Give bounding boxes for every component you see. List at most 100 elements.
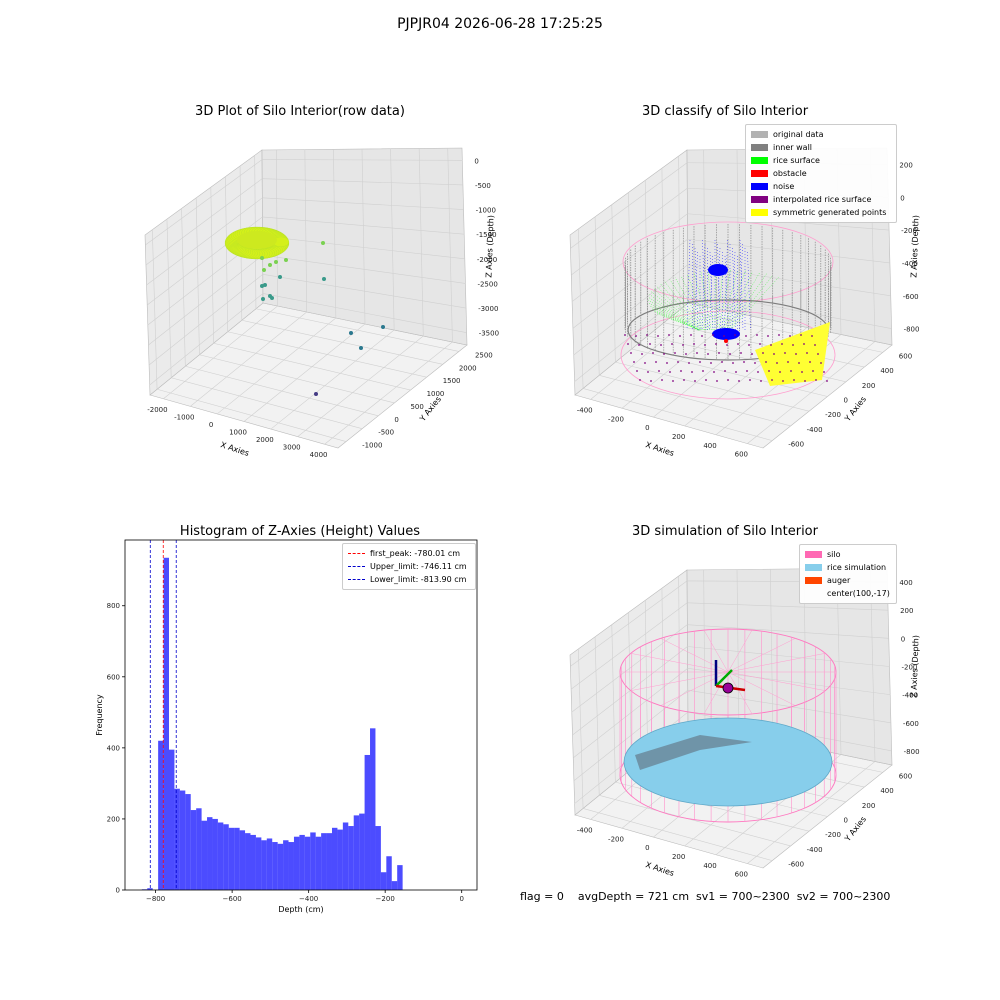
sim-z-grid-left (570, 580, 688, 667)
cls-rice-surface (725, 272, 760, 331)
histogram-y-label: Frequency (95, 694, 104, 736)
legend-swatch (751, 209, 768, 216)
histogram-bar (353, 815, 360, 890)
cls-rice-surface (723, 271, 753, 331)
cls-interpolated-point (801, 371, 803, 373)
histogram-y-tick: 600 (107, 673, 120, 681)
cls-rice-surface (653, 288, 700, 331)
legend-label: obstacle (773, 169, 807, 178)
histogram-legend: first_peak: -780.01 cm Upper_limit: -746.… (342, 543, 476, 590)
cls-y-tick: -400 (807, 426, 823, 434)
cls-noise-line (731, 251, 736, 331)
raw-y-grid (241, 319, 443, 365)
cls-interpolated-point (784, 352, 786, 354)
cls-z-grid-left (571, 213, 688, 302)
sim-z-grid (687, 624, 889, 639)
cls-interpolated-point (666, 362, 668, 364)
raw-z-grid-left (148, 254, 263, 346)
cls-interpolated-point (661, 379, 663, 381)
legend-swatch (751, 131, 768, 138)
cls-interpolated-point (749, 379, 751, 381)
raw-z-grid (262, 178, 463, 186)
histogram-y-tick: 400 (107, 744, 120, 752)
cls-interpolated-point (718, 352, 720, 354)
cls-interpolated-point (701, 335, 703, 337)
raw-z-grid-left (146, 197, 263, 286)
cls-interpolated-point (679, 335, 681, 337)
cls-z-tick: -600 (903, 293, 919, 301)
raw-z-grid-left (145, 159, 263, 246)
cls-interpolated-point (790, 370, 792, 372)
histogram-x-tick: −200 (376, 895, 395, 903)
legend-entry: interpolated rice surface (751, 193, 891, 206)
sim-silo-lid-wire (727, 671, 826, 691)
sim-z-tick: 400 (899, 579, 912, 587)
cls-rice-surface (674, 277, 705, 331)
sim-y-tick: 600 (899, 772, 912, 780)
raw-z-tick: -3000 (478, 305, 498, 313)
raw-y-grid-left (152, 229, 158, 390)
legend-label: symmetric generated points (773, 208, 887, 217)
cls-rice-surface (729, 275, 774, 331)
cls-y-grid-left (611, 204, 616, 363)
raw-x-grid (243, 323, 366, 422)
legend-swatch (751, 183, 768, 190)
cls-z-tick: -200 (901, 227, 917, 235)
cls-rice-surface (716, 270, 724, 331)
sim-z-grid-left (572, 646, 688, 736)
cls-interpolated-point (716, 380, 718, 382)
cls-interpolated-point (823, 371, 825, 373)
cls-interpolated-point (820, 362, 822, 364)
raw-data-point (263, 283, 267, 287)
raw-z-grid (262, 159, 463, 161)
cls-rice-surface (669, 279, 704, 331)
cls-noise-line (739, 239, 744, 331)
histogram-bar (283, 840, 289, 890)
histogram-bar (174, 788, 180, 890)
cls-interpolated-point (660, 344, 662, 346)
cls-interpolated-point (809, 361, 811, 363)
legend-entry: inner wall (751, 141, 891, 154)
cls-rice-surface (718, 269, 731, 331)
legend-label: rice surface (773, 156, 820, 165)
histogram-bar (299, 834, 305, 890)
cls-interpolated-point (798, 362, 800, 364)
histogram-bar (163, 557, 169, 890)
cls-z-grid-left (570, 162, 688, 249)
cls-x-tick: 400 (703, 442, 716, 450)
cls-interpolated-point (768, 370, 770, 372)
raw-data-point (274, 260, 278, 264)
raw-y-grid-left (225, 176, 228, 332)
raw-x-grid-back (390, 148, 395, 331)
raw-z-tick: -1500 (476, 231, 496, 239)
cls-interpolated-point (789, 335, 791, 337)
cls-noise-cluster-base (712, 328, 740, 340)
histogram-bar (348, 826, 354, 890)
cls-interpolated-point (657, 335, 659, 337)
cls-interpolated-point (806, 352, 808, 354)
histogram-y-tick: 200 (107, 815, 120, 823)
legend-swatch (751, 170, 768, 177)
cls-interpolated-point (754, 362, 756, 364)
raw-z-grid (262, 254, 466, 284)
cls-interpolated-point (740, 352, 742, 354)
cls-rice-surface (651, 291, 699, 331)
raw-data-point (278, 275, 282, 279)
cls-interpolated-point (688, 362, 690, 364)
raw-x-grid (190, 311, 307, 407)
raw-x-grid-back (418, 148, 424, 337)
histogram-bar (266, 838, 273, 890)
cls-interpolated-point (726, 344, 728, 346)
cls-silo-top (622, 221, 834, 303)
panel-3-title: Histogram of Z-Axies (Height) Values (179, 524, 421, 539)
histogram-bar (315, 836, 322, 890)
raw-z-grid (262, 293, 467, 333)
cls-y-grid (663, 322, 865, 368)
sim-silo-lid-wire (703, 629, 729, 673)
sim-x-label: X Axies (644, 860, 675, 878)
sim-silo-lid-wire (727, 638, 796, 673)
cls-interpolated-point (795, 353, 797, 355)
raw-x-grid-back (333, 149, 337, 319)
sim-silo-lid-wire (630, 653, 729, 673)
